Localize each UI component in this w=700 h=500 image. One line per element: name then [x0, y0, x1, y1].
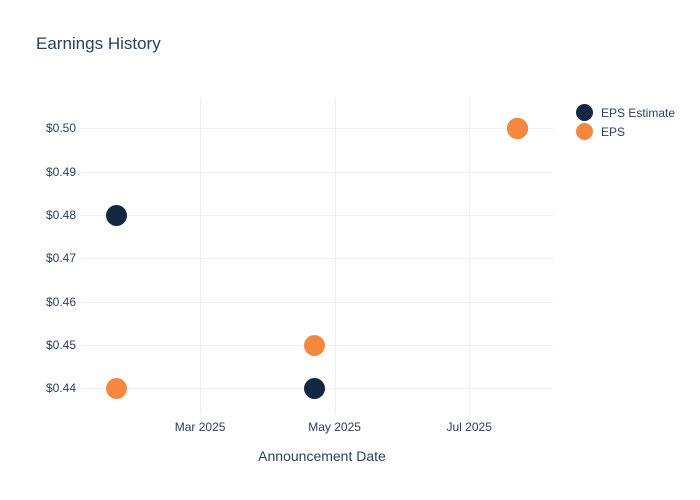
- h-gridline: [81, 215, 553, 216]
- y-tick-label: $0.47: [45, 251, 76, 266]
- data-point-eps[interactable]: [304, 334, 326, 356]
- legend-label: EPS Estimate: [601, 105, 676, 120]
- chart-title: Earnings History: [36, 34, 161, 53]
- x-axis-title: Announcement Date: [258, 448, 386, 464]
- data-point-eps-estimate[interactable]: [304, 377, 326, 399]
- h-gridline: [81, 258, 553, 260]
- x-tick-label: Mar 2025: [174, 420, 226, 434]
- legend-item-eps[interactable]: EPS: [576, 122, 675, 141]
- h-gridline: [81, 128, 553, 130]
- y-tick-label: $0.48: [45, 208, 76, 222]
- x-tick-label: Jul 2025: [446, 420, 492, 434]
- legend-marker-eps-estimate: [576, 104, 593, 121]
- legend: EPS Estimate EPS: [576, 103, 675, 141]
- legend-marker-eps: [576, 123, 593, 140]
- v-gridline: [334, 98, 336, 414]
- data-point-eps-estimate[interactable]: [105, 204, 127, 226]
- y-tick-label: $0.50: [45, 121, 76, 136]
- v-gridline: [469, 98, 471, 414]
- y-tick-label: $0.49: [45, 164, 76, 179]
- data-point-eps[interactable]: [507, 117, 529, 139]
- h-gridline: [81, 301, 553, 303]
- h-gridline: [81, 171, 553, 173]
- y-tick-label: $0.45: [45, 338, 76, 352]
- v-gridline: [200, 98, 202, 414]
- y-tick-label: $0.46: [45, 294, 76, 309]
- data-point-eps[interactable]: [105, 377, 127, 399]
- legend-label: EPS: [601, 124, 626, 139]
- x-tick-label: May 2025: [308, 420, 361, 434]
- plot-area: [81, 98, 553, 414]
- legend-item-eps-estimate[interactable]: EPS Estimate: [576, 103, 675, 122]
- y-tick-label: $0.44: [45, 381, 76, 396]
